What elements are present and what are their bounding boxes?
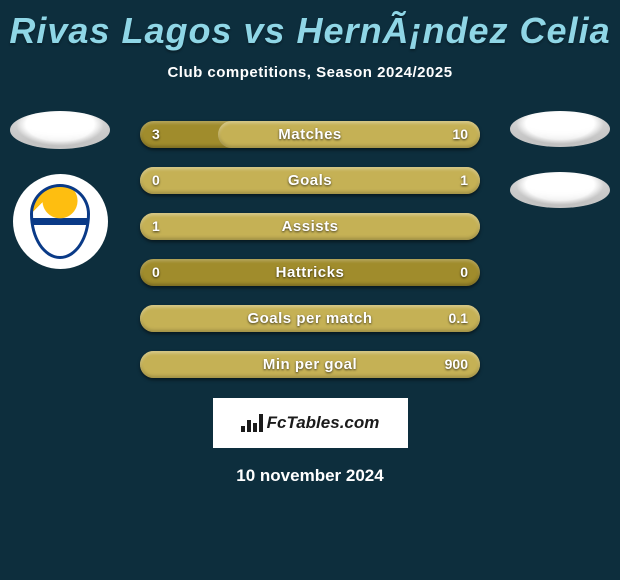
stat-bar: Goals per match0.1 bbox=[140, 305, 480, 332]
club-badge-right bbox=[510, 172, 610, 208]
date-label: 10 november 2024 bbox=[0, 466, 620, 486]
stat-label: Hattricks bbox=[140, 259, 480, 286]
stat-value-left: 0 bbox=[152, 167, 160, 194]
stat-value-right: 1 bbox=[460, 167, 468, 194]
stat-value-left: 1 bbox=[152, 213, 160, 240]
subtitle: Club competitions, Season 2024/2025 bbox=[0, 64, 620, 81]
stat-value-right: 900 bbox=[445, 351, 468, 378]
stat-bar: Goals0 1 bbox=[140, 167, 480, 194]
stat-label: Goals bbox=[140, 167, 480, 194]
stat-bar: Assists1 bbox=[140, 213, 480, 240]
player-photo-right bbox=[510, 111, 610, 147]
stat-value-right: 0 bbox=[460, 259, 468, 286]
stat-label: Assists bbox=[140, 213, 480, 240]
left-player-column bbox=[10, 111, 110, 269]
bar-chart-icon bbox=[241, 414, 263, 432]
player-photo-left bbox=[10, 111, 110, 149]
watermark: FcTables.com bbox=[213, 398, 408, 448]
stat-bar: Hattricks0 0 bbox=[140, 259, 480, 286]
stat-label: Min per goal bbox=[140, 351, 480, 378]
stat-value-right: 10 bbox=[452, 121, 468, 148]
right-player-column bbox=[510, 111, 610, 208]
stat-value-left: 0 bbox=[152, 259, 160, 286]
stat-label: Matches bbox=[140, 121, 480, 148]
stat-label: Goals per match bbox=[140, 305, 480, 332]
stat-value-right: 0.1 bbox=[449, 305, 468, 332]
real-madrid-crest-icon bbox=[30, 184, 90, 259]
watermark-text: FcTables.com bbox=[267, 413, 380, 433]
stat-bar: Min per goal900 bbox=[140, 351, 480, 378]
stat-bars: Matches310Goals01Assists1Hattricks00Goal… bbox=[140, 121, 480, 378]
page-title: Rivas Lagos vs HernÃ¡ndez Celia bbox=[0, 0, 620, 52]
comparison-panel: Matches310Goals01Assists1Hattricks00Goal… bbox=[0, 121, 620, 378]
club-badge-left bbox=[13, 174, 108, 269]
stat-bar: Matches3 10 bbox=[140, 121, 480, 148]
stat-value-left: 3 bbox=[152, 121, 160, 148]
